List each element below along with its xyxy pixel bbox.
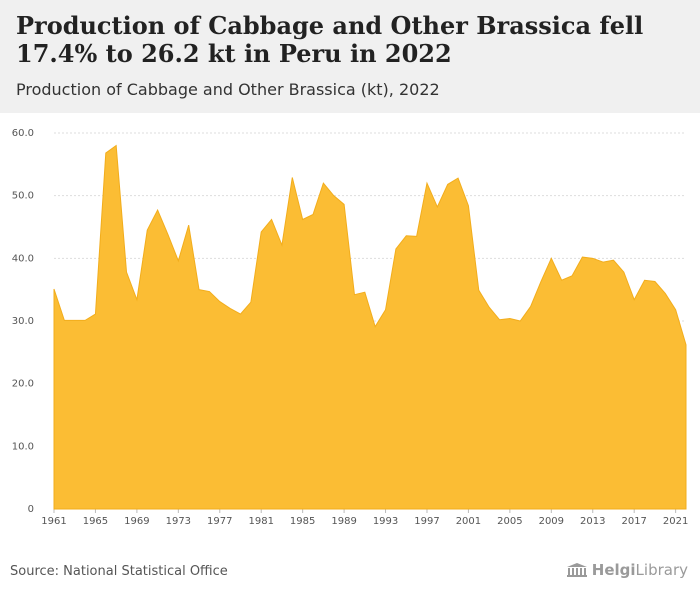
y-tick-label: 20.0 xyxy=(12,379,34,390)
x-tick-label: 1977 xyxy=(207,516,232,527)
y-tick-label: 10.0 xyxy=(12,441,34,452)
y-tick-label: 0 xyxy=(28,504,34,515)
chart-header: Production of Cabbage and Other Brassica… xyxy=(0,0,700,113)
x-tick-label: 1973 xyxy=(166,516,191,527)
building-icon xyxy=(566,563,587,577)
area-chart: 010.020.030.040.050.060.0 1961 1965 1969 19… xyxy=(12,128,689,527)
x-tick-label: 2013 xyxy=(580,516,605,527)
x-tick-label: 1961 xyxy=(41,516,66,527)
x-tick-label: 1997 xyxy=(414,516,439,527)
chart-subtitle: Production of Cabbage and Other Brassica… xyxy=(16,80,440,99)
x-tick-labels: 1961 1965 1969 1973 1977 1981 1985 1989 1993 1997… xyxy=(41,516,688,527)
y-tick-label: 50.0 xyxy=(12,191,34,202)
series-area xyxy=(53,144,687,510)
source-note: Source: National Statistical Office xyxy=(10,564,228,579)
y-tick-labels: 0 10.0 20.0 30.0 40.0 50.0 60.0 xyxy=(12,128,34,515)
y-tick-label: 30.0 xyxy=(12,316,34,327)
x-tick-label: 1993 xyxy=(373,516,398,527)
y-tick-label: 60.0 xyxy=(12,128,34,139)
y-tick-label: 40.0 xyxy=(12,253,34,264)
chart-title: Production of Cabbage and Other Brassica… xyxy=(16,11,644,68)
series-area-path xyxy=(53,144,687,510)
x-tick-label: 1981 xyxy=(248,516,273,527)
x-tick-label: 2009 xyxy=(539,516,564,527)
x-tick-label: 2017 xyxy=(621,516,646,527)
x-tick-label: 1969 xyxy=(124,516,149,527)
x-tick-label: 2021 xyxy=(663,516,688,527)
x-tick-label: 1989 xyxy=(331,516,356,527)
logo-text-bold: Helgi xyxy=(591,561,636,579)
x-tick-label: 2001 xyxy=(456,516,481,527)
axes xyxy=(53,508,686,513)
helgi-library-logo[interactable]: HelgiLibrary xyxy=(566,561,688,579)
x-tick-label: 2005 xyxy=(497,516,522,527)
logo-text: Library xyxy=(635,561,688,579)
x-tick-label: 1985 xyxy=(290,516,315,527)
x-tick-label: 1965 xyxy=(83,516,108,527)
